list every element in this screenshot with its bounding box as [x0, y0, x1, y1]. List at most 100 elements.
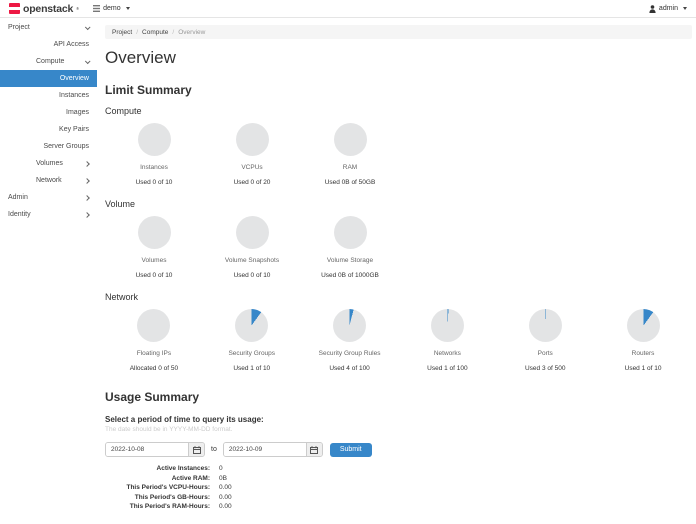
sidebar-item-server-groups[interactable]: Server Groups [0, 138, 97, 155]
openstack-logo-icon [9, 3, 20, 14]
limit-cell-security-group-rules: Security Group Rules Used 4 of 100 [301, 307, 399, 376]
pie-label: Volume Storage [326, 257, 374, 264]
user-icon [649, 4, 656, 13]
usage-summary-heading: Usage Summary [105, 390, 200, 404]
calendar-addon [305, 443, 322, 456]
pie-caption: Used 0B of 1000GB [321, 272, 379, 279]
chevron-right-icon [84, 177, 90, 184]
pie-caption: Used 0 of 20 [233, 179, 271, 186]
chevron-right-icon [84, 160, 90, 167]
caret-down-icon [683, 7, 687, 10]
sidebar-item-api-access[interactable]: API Access [0, 36, 97, 53]
pie-label: Security Groups [228, 350, 276, 357]
pie-caption: Used 1 of 100 [427, 365, 468, 372]
limit-cell-instances: Instances Used 0 of 10 [105, 121, 203, 190]
sidebar-item-label: Compute [36, 58, 65, 65]
pie-label: Networks [433, 350, 461, 357]
pie-label: Floating IPs [136, 350, 172, 357]
brand-trademark: ® [76, 6, 80, 11]
pie-label: Instances [140, 164, 168, 171]
pie-label: Ports [537, 350, 553, 357]
limit-group-compute: Compute [105, 106, 142, 116]
sidebar-item-label: Images [66, 109, 89, 116]
breadcrumb-project[interactable]: Project [112, 28, 133, 36]
breadcrumb-overview: Overview [168, 29, 205, 36]
pie-security-groups [235, 309, 269, 342]
pie-caption: Used 0 of 10 [135, 272, 173, 279]
stat-label: This Period's GB-Hours: [134, 493, 210, 501]
pie-networks [430, 309, 464, 342]
stat-value: 0 [219, 465, 223, 472]
sidebar-item-label: Server Groups [43, 143, 89, 150]
pie-instances [137, 123, 171, 156]
limit-group-volume: Volume [105, 199, 136, 209]
pie-floating-ips [137, 309, 171, 342]
brand-wordmark: openstack [23, 2, 74, 15]
stat-row: This Period's GB-Hours: 0.00 [105, 493, 692, 503]
pie-label: RAM [342, 164, 358, 171]
pie-security-group-rules [333, 309, 367, 342]
pie-label: Volumes [141, 257, 167, 264]
stat-value: 0.00 [219, 503, 232, 510]
breadcrumb: Project Compute Overview [105, 25, 692, 39]
stat-row: This Period's VCPU-Hours: 0.00 [105, 483, 692, 493]
sidebar-item-images[interactable]: Images [0, 104, 97, 121]
pie-volumes [137, 216, 171, 249]
limit-cell-vcpus: VCPUs Used 0 of 20 [203, 121, 301, 190]
stat-label: Active RAM: [171, 474, 210, 482]
user-menu-dropdown[interactable]: admin [649, 4, 687, 13]
caret-down-icon [125, 7, 130, 10]
pie-caption: Used 0B of 50GB [324, 179, 376, 186]
sidebar-item-label: Instances [59, 92, 89, 99]
compute-pie-row: Instances Used 0 of 10 VCPUs Used 0 of 2… [105, 121, 692, 190]
user-menu-label: admin [658, 5, 678, 12]
top-navbar: openstack ® demo admin [0, 0, 696, 18]
stat-label: Active Instances: [156, 465, 210, 472]
submit-button[interactable]: Submit [329, 442, 372, 457]
stat-row: This Period's RAM-Hours: 0.00 [105, 502, 692, 512]
stat-label: This Period's VCPU-Hours: [126, 484, 210, 491]
pie-label: Routers [631, 350, 655, 357]
volume-pie-row: Volumes Used 0 of 10 Volume Snapshots Us… [105, 214, 692, 283]
pie-routers [626, 309, 660, 342]
stat-row: Active Instances: 0 [105, 464, 692, 474]
pie-caption: Used 4 of 100 [329, 365, 370, 372]
main-content: Project Compute Overview Overview Limit … [97, 19, 696, 524]
limit-group-network: Network [105, 292, 139, 302]
sidebar-item-key-pairs[interactable]: Key Pairs [0, 121, 97, 138]
openstack-brand[interactable]: openstack ® [9, 3, 79, 15]
sidebar-item-network[interactable]: Network [0, 172, 97, 189]
sidebar-item-instances[interactable]: Instances [0, 87, 97, 104]
pie-vcpus [235, 123, 269, 156]
to-label: to [211, 446, 217, 453]
limit-cell-ports: Ports Used 3 of 500 [496, 307, 594, 376]
limit-cell-floating-ips: Floating IPs Allocated 0 of 50 [105, 307, 203, 376]
pie-caption: Used 3 of 500 [524, 365, 566, 372]
project-switcher-dropdown[interactable]: demo [93, 5, 130, 12]
pie-ram [333, 123, 367, 156]
project-switcher-icon [93, 5, 101, 12]
sidebar-item-overview[interactable]: Overview [0, 70, 97, 87]
sidebar-item-label: Identity [8, 211, 31, 218]
sidebar-item-label: Project [8, 24, 30, 31]
stat-value: 0.00 [219, 484, 232, 491]
pie-caption: Used 0 of 10 [135, 179, 173, 186]
limit-summary-heading: Limit Summary [105, 83, 192, 97]
date-to-input[interactable] [223, 443, 306, 456]
sidebar-item-identity[interactable]: Identity [0, 206, 97, 223]
chevron-down-icon [84, 23, 91, 30]
date-from-input[interactable] [106, 443, 188, 456]
sidebar-item-admin[interactable]: Admin [0, 189, 97, 206]
project-switcher-label: demo [103, 5, 121, 12]
page-title: Overview [105, 48, 176, 67]
sidebar-item-project[interactable]: Project [0, 19, 97, 36]
date-to-group [222, 442, 323, 457]
stat-label: This Period's RAM-Hours: [129, 503, 210, 510]
breadcrumb-compute[interactable]: Compute [132, 29, 168, 36]
limit-cell-volume-storage: Volume Storage Used 0B of 1000GB [301, 214, 399, 283]
sidebar-item-label: API Access [53, 41, 89, 48]
usage-stats: Active Instances: 0 Active RAM: 0B This … [105, 464, 692, 512]
sidebar-item-compute[interactable]: Compute [0, 53, 97, 70]
sidebar-item-volumes[interactable]: Volumes [0, 155, 97, 172]
